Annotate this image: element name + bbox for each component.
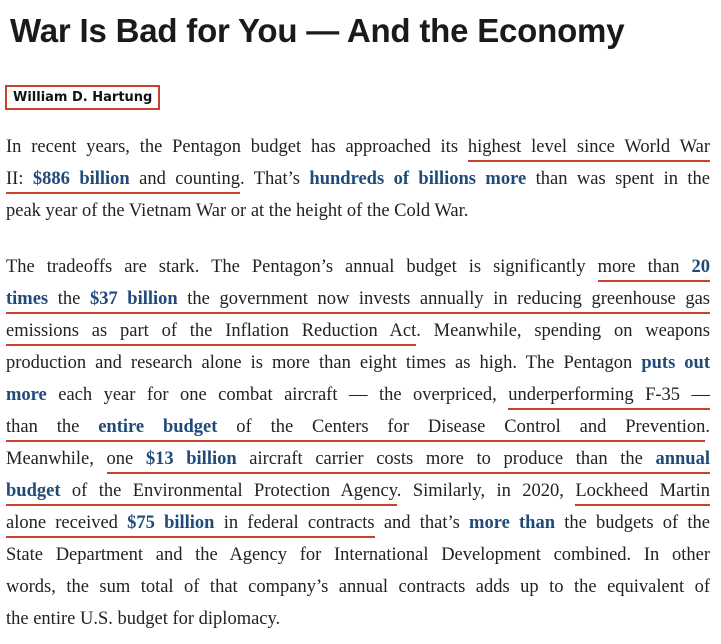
text-line: words, the sum total of that company’s a… xyxy=(6,573,710,605)
paragraph-1: In recent years, the Pentagon budget has… xyxy=(6,133,710,229)
highlighted-text: aircraft carrier costs more to produce t… xyxy=(236,449,656,474)
highlighted-text: alone received xyxy=(6,513,128,538)
inline-link[interactable]: 20 xyxy=(691,257,710,282)
highlighted-text: emissions as part of the Inflation Reduc… xyxy=(6,321,417,346)
text-span: In recent years, the Pentagon budget has… xyxy=(6,137,468,157)
text-span: . Meanwhile, spending on weapons xyxy=(416,321,710,341)
highlighted-text: highest level since World War xyxy=(467,137,710,162)
text-span: peak year of the Vietnam War or at the h… xyxy=(6,201,469,221)
highlighted-text: more than xyxy=(597,257,692,282)
inline-link[interactable]: annual xyxy=(655,449,710,474)
text-line: In recent years, the Pentagon budget has… xyxy=(6,133,710,165)
text-span: each year for one combat aircraft — the … xyxy=(46,385,509,405)
highlighted-text: and counting xyxy=(129,169,241,194)
highlighted-text: of the Centers for Disease Control and P… xyxy=(217,417,706,442)
text-line: Meanwhile, one $13 billion aircraft carr… xyxy=(6,445,710,477)
inline-link[interactable]: more xyxy=(6,385,47,405)
highlighted-text: II: xyxy=(6,169,33,194)
text-span: the budgets of the xyxy=(555,513,710,533)
text-span: the entire U.S. budget for diplomacy. xyxy=(6,609,281,629)
text-line: State Department and the Agency for Inte… xyxy=(6,541,710,573)
article-title: War Is Bad for You — And the Economy xyxy=(10,12,625,49)
text-span: Meanwhile, xyxy=(6,449,107,469)
text-line: times the $37 billion the government now… xyxy=(6,285,711,317)
text-line: alone received $75 billion in federal co… xyxy=(6,509,710,541)
highlighted-text: of the Environmental Protection Agency xyxy=(60,481,397,506)
highlighted-text: the xyxy=(48,289,90,314)
text-span: and that’s xyxy=(374,513,470,533)
inline-link[interactable]: budget xyxy=(6,481,61,506)
inline-link[interactable]: more than xyxy=(469,513,555,533)
text-line: production and research alone is more th… xyxy=(6,349,710,381)
text-line: The tradeoffs are stark. The Pentagon’s … xyxy=(6,253,710,285)
inline-link[interactable]: puts out xyxy=(641,353,710,373)
inline-link[interactable]: $75 billion xyxy=(127,513,215,538)
text-span: words, the sum total of that company’s a… xyxy=(6,577,710,597)
text-span: State Department and the Agency for Inte… xyxy=(6,545,710,565)
highlighted-text: the government now invests annually in r… xyxy=(177,289,711,314)
text-line: budget of the Environmental Protection A… xyxy=(6,477,710,509)
inline-link[interactable]: times xyxy=(6,289,49,314)
author-byline[interactable]: William D. Hartung xyxy=(5,85,161,110)
text-span: . xyxy=(705,417,710,437)
text-span: . That’s xyxy=(240,169,310,189)
text-line: emissions as part of the Inflation Reduc… xyxy=(6,317,710,349)
inline-link[interactable]: $886 billion xyxy=(32,169,130,194)
highlighted-text: underperforming F-35 — xyxy=(508,385,711,410)
highlighted-text: than the xyxy=(6,417,99,442)
highlighted-text: Lockheed Martin xyxy=(575,481,710,506)
text-span: than was spent in the xyxy=(526,169,710,189)
inline-link[interactable]: $13 billion xyxy=(145,449,237,474)
paragraph-2: The tradeoffs are stark. The Pentagon’s … xyxy=(6,253,711,637)
text-line: more each year for one combat aircraft —… xyxy=(6,381,711,413)
highlighted-text: one xyxy=(106,449,146,474)
text-span: The tradeoffs are stark. The Pentagon’s … xyxy=(6,257,598,277)
text-span: production and research alone is more th… xyxy=(6,353,642,373)
inline-link[interactable]: hundreds of billions more xyxy=(309,169,527,189)
highlighted-text: in federal contracts xyxy=(214,513,375,538)
text-line: the entire U.S. budget for diplomacy. xyxy=(6,605,710,637)
inline-link[interactable]: $37 billion xyxy=(89,289,178,314)
inline-link[interactable]: entire budget xyxy=(98,417,218,442)
text-line: II: $886 billion and counting. That’s hu… xyxy=(6,165,710,197)
text-line: peak year of the Vietnam War or at the h… xyxy=(6,197,710,229)
text-span: . Similarly, in 2020, xyxy=(396,481,576,501)
text-line: than the entire budget of the Centers fo… xyxy=(6,413,710,445)
